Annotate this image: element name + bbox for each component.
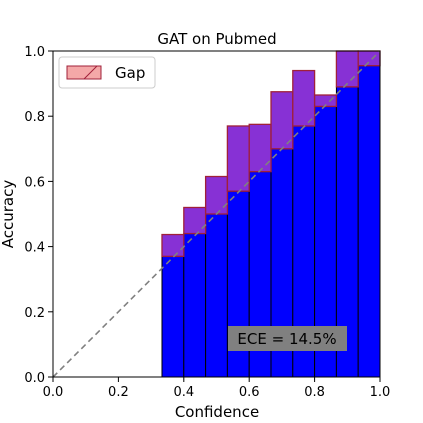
gap-bar xyxy=(183,206,207,235)
x-axis-label: Confidence xyxy=(175,403,259,421)
y-axis: 0.0 0.2 0.4 0.6 0.8 1.0 xyxy=(24,45,53,386)
ece-annotation-text: ECE = 14.5% xyxy=(237,330,336,348)
ece-annotation-box xyxy=(228,326,347,351)
accuracy-bar xyxy=(183,233,207,378)
legend-label: Gap xyxy=(115,64,145,82)
x-tick-label: 0.4 xyxy=(173,385,194,400)
y-tick-label: 0.2 xyxy=(24,306,45,321)
y-tick-label: 1.0 xyxy=(24,45,45,60)
x-tick-label: 1.0 xyxy=(370,385,391,400)
accuracy-bar xyxy=(161,255,185,378)
accuracy-bar xyxy=(357,65,381,378)
x-axis: 0.0 0.2 0.4 0.6 0.8 1.0 xyxy=(43,377,391,400)
gap-bar xyxy=(292,69,316,127)
gap-bar xyxy=(335,50,359,88)
gap-bar xyxy=(357,50,381,67)
accuracy-bar xyxy=(205,213,228,378)
legend-gap-patch xyxy=(66,65,102,80)
gap-bar xyxy=(248,123,272,173)
gap-bar xyxy=(204,175,229,215)
chart-title: GAT on Pubmed xyxy=(157,30,276,48)
ece-annotation: ECE = 14.5% xyxy=(228,326,347,351)
y-tick-label: 0.4 xyxy=(24,241,45,256)
legend-hatch xyxy=(83,65,98,80)
legend: Gap xyxy=(58,56,156,89)
y-tick-label: 0.6 xyxy=(24,175,45,190)
x-tick-label: 0.6 xyxy=(239,385,260,400)
plot-frame xyxy=(52,50,381,378)
x-tick-label: 0.8 xyxy=(304,385,325,400)
gap-bar xyxy=(226,125,250,192)
perfect-calibration-line xyxy=(52,50,381,378)
legend-box xyxy=(58,56,156,89)
x-tick-label: 0.2 xyxy=(108,385,129,400)
y-axis-label: Accuracy xyxy=(0,180,17,249)
x-tick-label: 0.0 xyxy=(43,385,64,400)
y-tick-label: 0.0 xyxy=(24,371,45,386)
gap-bar xyxy=(161,233,185,258)
y-tick-label: 0.8 xyxy=(24,110,45,125)
